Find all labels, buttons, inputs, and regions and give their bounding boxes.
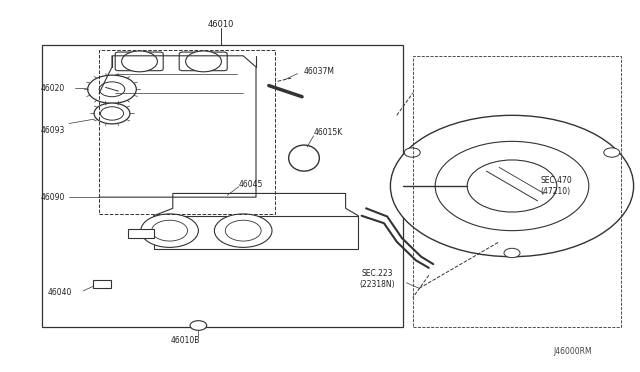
Circle shape: [214, 214, 272, 247]
Circle shape: [190, 321, 207, 330]
Text: 46090: 46090: [40, 193, 65, 202]
Text: 46040: 46040: [48, 288, 72, 296]
Circle shape: [88, 75, 136, 103]
Bar: [93, 280, 111, 288]
Ellipse shape: [289, 145, 319, 171]
Circle shape: [390, 115, 634, 257]
Bar: [413, 56, 621, 327]
Polygon shape: [154, 193, 358, 223]
Text: SEC.470
(47210): SEC.470 (47210): [541, 176, 573, 196]
Text: 46010B: 46010B: [171, 336, 200, 345]
Circle shape: [152, 220, 188, 241]
FancyBboxPatch shape: [179, 52, 227, 71]
Bar: [128, 229, 154, 238]
Circle shape: [99, 82, 125, 97]
Text: 46037M: 46037M: [304, 67, 335, 76]
Text: 46020: 46020: [40, 84, 65, 93]
Circle shape: [467, 160, 557, 212]
Bar: [42, 45, 403, 327]
Ellipse shape: [504, 248, 520, 258]
Text: 46045: 46045: [239, 180, 263, 189]
Circle shape: [100, 107, 124, 120]
Ellipse shape: [604, 148, 620, 157]
Circle shape: [225, 220, 261, 241]
Ellipse shape: [404, 148, 420, 157]
Circle shape: [94, 103, 130, 124]
Text: J46000RM: J46000RM: [554, 347, 592, 356]
Circle shape: [122, 51, 157, 72]
Text: 46015K: 46015K: [314, 128, 343, 137]
Circle shape: [435, 141, 589, 231]
Bar: [99, 50, 275, 214]
FancyBboxPatch shape: [115, 52, 163, 71]
Circle shape: [141, 214, 198, 247]
Text: 46010: 46010: [207, 20, 234, 29]
Text: 46093: 46093: [40, 126, 65, 135]
Circle shape: [186, 51, 221, 72]
Text: SEC.223
(22318N): SEC.223 (22318N): [360, 269, 396, 289]
Bar: [154, 216, 358, 249]
